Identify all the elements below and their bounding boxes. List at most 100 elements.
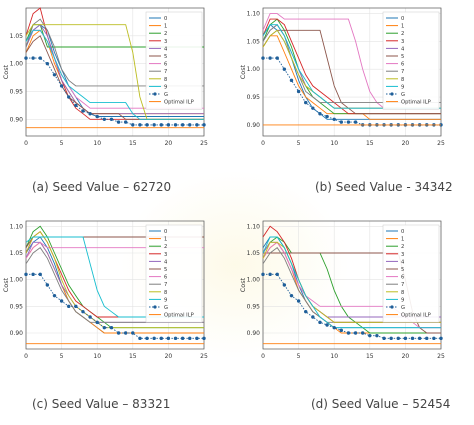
greedy-point-4 xyxy=(289,78,294,83)
legend-label-3: 3 xyxy=(401,252,404,258)
legend-label-3: 3 xyxy=(164,39,167,45)
x-tick-label-5: 25 xyxy=(437,353,445,360)
greedy-point-11 xyxy=(339,120,344,124)
x-tick-label-4: 20 xyxy=(402,140,410,147)
legend-label-5: 5 xyxy=(164,267,167,273)
x-tick-label-3: 15 xyxy=(129,353,137,360)
panel-a: 0 5 10 15 20 25 0.90 0.95 1.00 1.05 Cost 0 1 2 3 4 5 6 7 8 9… xyxy=(0,0,237,205)
legend-marker-g xyxy=(153,92,157,96)
greedy-point-10 xyxy=(95,320,99,325)
y-tick-label-0: 0.90 xyxy=(10,330,24,337)
caption-b: (b) Seed Value - 34342 xyxy=(315,180,453,194)
greedy-point-25 xyxy=(439,336,443,341)
greedy-point-11 xyxy=(102,117,107,122)
x-tick-label-4: 20 xyxy=(165,140,173,147)
y-tick-label-1: 0.95 xyxy=(10,88,24,95)
series-line-9 xyxy=(262,236,441,329)
legend-label-7: 7 xyxy=(164,282,167,288)
legend-label-0: 0 xyxy=(164,16,167,22)
greedy-point-0 xyxy=(261,272,265,277)
y-tick-label-3: 1.05 xyxy=(247,38,261,45)
greedy-point-4 xyxy=(52,73,57,77)
legend-label-9: 9 xyxy=(401,84,404,90)
x-tick-label-1: 5 xyxy=(60,353,64,360)
legend-label-5: 5 xyxy=(401,54,404,60)
y-axis-label: Cost xyxy=(2,277,10,292)
x-tick-label-3: 15 xyxy=(129,140,137,147)
greedy-point-5 xyxy=(59,299,64,303)
greedy-point-15 xyxy=(131,331,135,335)
greedy-point-20 xyxy=(403,336,408,341)
x-tick-label-1: 5 xyxy=(297,353,301,360)
legend-label-2: 2 xyxy=(164,31,167,37)
greedy-point-3 xyxy=(45,61,50,66)
greedy-point-24 xyxy=(195,336,199,341)
greedy-point-1 xyxy=(268,56,272,60)
x-tick-label-0: 0 xyxy=(261,140,265,147)
greedy-point-21 xyxy=(173,336,178,341)
greedy-point-18 xyxy=(389,336,393,341)
greedy-point-1 xyxy=(268,272,272,277)
greedy-point-18 xyxy=(152,336,156,341)
legend-label-9: 9 xyxy=(164,84,167,90)
plot-frame xyxy=(25,220,205,350)
legend-label-4: 4 xyxy=(164,46,168,52)
greedy-point-7 xyxy=(311,106,315,110)
greedy-point-13 xyxy=(116,120,121,124)
x-tick-label-2: 10 xyxy=(93,353,101,360)
series-line-g xyxy=(26,273,204,339)
greedy-point-11 xyxy=(102,325,107,330)
legend-label-7: 7 xyxy=(401,69,404,75)
legend-label-11: Optimal ILP xyxy=(164,313,194,319)
greedy-point-19 xyxy=(159,336,163,341)
greedy-point-5 xyxy=(296,299,301,303)
greedy-point-23 xyxy=(425,336,429,341)
legend-label-5: 5 xyxy=(401,267,404,273)
y-tick-label-1: 0.95 xyxy=(247,303,261,310)
y-axis-label: Cost xyxy=(239,64,247,79)
greedy-point-10 xyxy=(332,325,336,330)
greedy-point-0 xyxy=(24,272,28,277)
greedy-point-6 xyxy=(67,304,71,309)
x-tick-label-5: 25 xyxy=(200,140,208,147)
chart-a: 0 5 10 15 20 25 0.90 0.95 1.00 1.05 Cost 0 12 34 5 67 89… xyxy=(2,7,208,147)
greedy-point-13 xyxy=(353,120,358,124)
greedy-point-4 xyxy=(52,293,57,298)
y-tick-label-1: 0.95 xyxy=(247,94,261,101)
greedy-point-7 xyxy=(74,304,78,309)
greedy-point-12 xyxy=(346,331,351,335)
greedy-point-12 xyxy=(109,325,114,330)
legend-label-8: 8 xyxy=(164,77,167,83)
greedy-point-6 xyxy=(304,309,308,314)
legend-label-6: 6 xyxy=(164,62,167,68)
legend-label-1: 1 xyxy=(401,24,404,30)
greedy-point-16 xyxy=(138,336,142,341)
legend-label-8: 8 xyxy=(164,290,167,296)
legend-box xyxy=(145,224,203,323)
greedy-point-16 xyxy=(375,333,379,338)
y-axis-label: Cost xyxy=(2,64,10,79)
legend-label-7: 7 xyxy=(164,69,167,75)
greedy-point-0 xyxy=(261,56,265,60)
x-tick-label-1: 5 xyxy=(297,140,301,147)
plot-frame xyxy=(262,220,442,350)
greedy-point-1 xyxy=(31,56,35,60)
greedy-point-3 xyxy=(282,67,287,71)
chart-c: 0 5 10 15 20 25 0.90 0.95 1.00 1.05 1.10 Cost 0 12 34 5… xyxy=(2,220,208,360)
greedy-point-3 xyxy=(45,283,50,287)
greedy-point-10 xyxy=(332,117,336,122)
greedy-point-2 xyxy=(38,272,42,277)
greedy-point-17 xyxy=(382,336,386,341)
series-line-9 xyxy=(25,29,204,120)
greedy-point-14 xyxy=(123,331,128,335)
y-tick-label-3: 1.05 xyxy=(10,250,24,257)
greedy-point-2 xyxy=(275,272,279,277)
greedy-point-2 xyxy=(275,56,279,60)
series-line-5 xyxy=(262,29,441,115)
greedy-point-7 xyxy=(311,315,315,319)
plot-frame xyxy=(25,7,205,137)
legend-label-10: G xyxy=(164,305,168,311)
legend-label-0: 0 xyxy=(164,229,167,235)
legend-label-1: 1 xyxy=(164,24,167,30)
greedy-point-15 xyxy=(131,123,135,127)
